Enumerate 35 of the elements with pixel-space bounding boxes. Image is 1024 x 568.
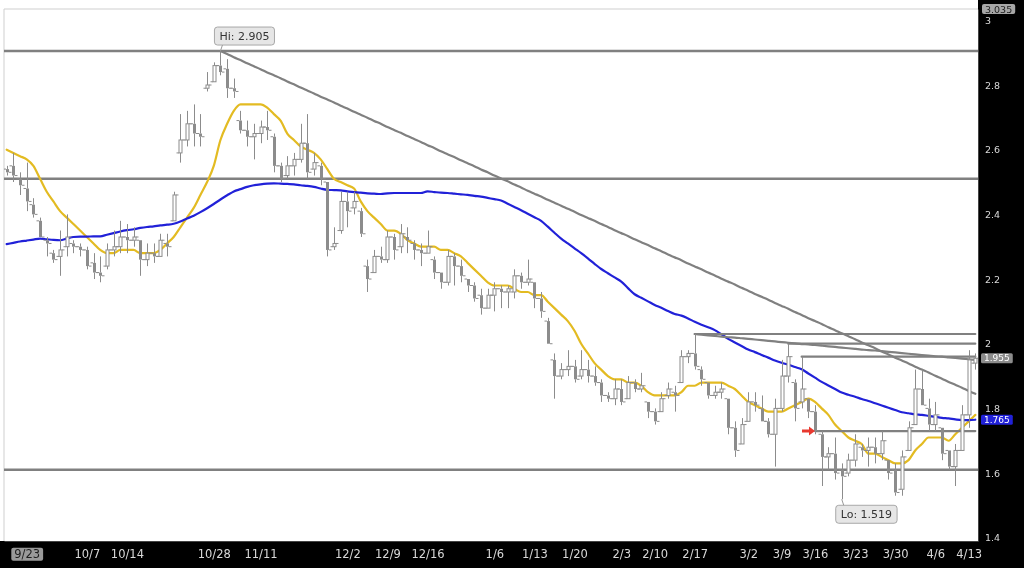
x-tick-label: 3/16 <box>802 547 829 562</box>
x-tick-label: 2/3 <box>612 547 632 562</box>
y-tick-label: 1.8 <box>985 402 1001 414</box>
x-tick-label: 4/6 <box>926 547 945 562</box>
x-tick-label: 9/23 <box>14 547 41 562</box>
x-tick-label: 1/13 <box>522 547 548 562</box>
x-tick-label: 3/9 <box>772 547 792 562</box>
annotation: Hi: 2.905 <box>219 29 270 43</box>
x-tick-label: 3/23 <box>842 547 869 562</box>
y-tick-label: 1.6 <box>985 467 1001 479</box>
y-tick-label: 3.035 <box>985 3 1013 15</box>
x-tick-label: 2/17 <box>682 547 709 562</box>
y-tick-label: 2 <box>985 338 992 350</box>
x-tick-label: 10/14 <box>110 547 144 562</box>
y-tick-label: 2.4 <box>985 208 1001 220</box>
y-tick-label: 1.4 <box>985 532 1001 544</box>
y-tick-label: 2.6 <box>985 144 1001 156</box>
annotation: Lo: 1.519 <box>840 508 893 522</box>
x-tick-label: 12/16 <box>411 547 445 562</box>
x-tick-label: 10/7 <box>74 547 101 562</box>
data-label: 1.765 <box>984 414 1010 425</box>
x-tick-label: 3/2 <box>739 547 758 562</box>
x-tick-label: 3/30 <box>882 547 909 562</box>
x-tick-label: 12/2 <box>334 547 361 562</box>
y-tick-label: 2.8 <box>985 79 1001 91</box>
x-tick-label: 1/20 <box>562 547 588 562</box>
x-tick-label: 1/6 <box>485 547 505 562</box>
y-tick-label: 2.2 <box>985 273 1001 285</box>
x-tick-label: 10/28 <box>197 547 231 562</box>
text: 1.955 <box>984 353 1010 364</box>
x-tick-label: 4/13 <box>956 547 983 562</box>
x-tick-label: 12/9 <box>375 547 401 562</box>
x-tick-label: 2/10 <box>642 547 669 562</box>
x-tick-label: 11/11 <box>244 547 278 562</box>
y-tick-label: 3 <box>985 14 992 26</box>
